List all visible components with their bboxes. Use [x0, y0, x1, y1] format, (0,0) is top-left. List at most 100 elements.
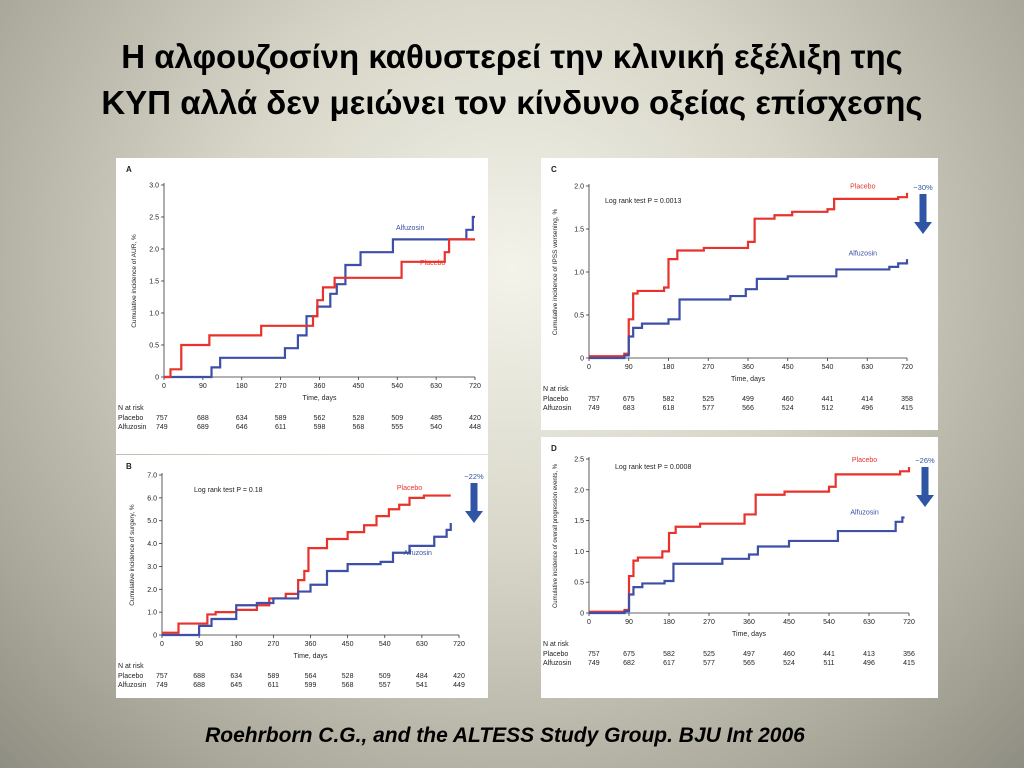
- x-tick-label: 0: [587, 364, 591, 371]
- x-tick-label: 270: [702, 364, 714, 371]
- risk-value: 509: [379, 673, 391, 680]
- reduction-arrow-icon: [465, 483, 483, 523]
- risk-value: 577: [702, 405, 714, 412]
- y-tick-label: 2.5: [149, 215, 159, 222]
- y-tick-label: 1.0: [574, 549, 584, 556]
- x-tick-label: 450: [353, 383, 365, 390]
- log-rank-annotation: Log rank test P = 0.0013: [605, 198, 681, 205]
- chart-panel-d: D 0 0.5 1.0 1.5 2.0 2.5 0 90 180 270 360 450 540 630 72…: [541, 437, 938, 698]
- risk-value: 540: [430, 424, 442, 431]
- risk-value: 485: [430, 415, 442, 422]
- x-tick-label: 540: [379, 641, 391, 648]
- x-tick-label: 180: [236, 383, 248, 390]
- risk-value: 525: [702, 396, 714, 403]
- risk-value: 749: [588, 405, 600, 412]
- x-tick-label: 360: [743, 619, 755, 626]
- y-tick-label: 2.0: [147, 587, 157, 594]
- y-tick-label: 1.0: [149, 311, 159, 318]
- reduction-label: −22%: [464, 472, 484, 481]
- y-tick-label: 0: [153, 633, 157, 640]
- risk-value: 688: [193, 673, 205, 680]
- y-axis-label: Cumulative incidence of AUR, %: [131, 234, 138, 328]
- x-tick-label: 270: [703, 619, 715, 626]
- series-line-placebo: [589, 192, 909, 358]
- risk-value: 441: [823, 651, 835, 658]
- x-tick-label: 360: [742, 364, 754, 371]
- y-tick-label: 5.0: [147, 518, 157, 525]
- y-tick-label: 7.0: [147, 473, 157, 480]
- y-tick-label: 0.5: [149, 343, 159, 350]
- risk-value: 460: [782, 396, 794, 403]
- x-tick-label: 450: [783, 619, 795, 626]
- series-label-alfuzosin: Alfuzosin: [849, 251, 878, 258]
- y-tick-label: 2.0: [574, 184, 584, 191]
- risk-table-header: N at risk: [543, 641, 569, 648]
- y-tick-label: 1.0: [574, 270, 584, 277]
- risk-value: 582: [663, 396, 675, 403]
- log-rank-annotation: Log rank test P = 0.0008: [615, 464, 691, 471]
- x-tick-label: 90: [195, 641, 203, 648]
- risk-value: 599: [305, 682, 317, 689]
- risk-value: 582: [663, 651, 675, 658]
- risk-table-header: N at risk: [543, 386, 569, 393]
- x-tick-label: 720: [903, 619, 915, 626]
- chart-c-svg: C 0 0.5 1.0 1.5 2.0 0 90 180 270 360 450 540 630 720 Ti…: [543, 165, 933, 412]
- x-tick-label: 0: [587, 619, 591, 626]
- risk-value: 528: [353, 415, 365, 422]
- x-tick-label: 270: [275, 383, 287, 390]
- risk-value: 749: [156, 682, 168, 689]
- risk-value: 675: [623, 396, 635, 403]
- risk-row-label: Placebo: [118, 415, 143, 422]
- series-line-alfuzosin: [162, 523, 452, 637]
- y-tick-label: 1.5: [574, 227, 584, 234]
- risk-value: 611: [268, 682, 279, 689]
- x-tick-label: 180: [663, 619, 675, 626]
- y-tick-label: 0: [580, 611, 584, 618]
- risk-value: 525: [703, 651, 715, 658]
- series-line-placebo: [589, 467, 911, 613]
- risk-value: 415: [903, 660, 915, 667]
- risk-value: 511: [823, 660, 834, 667]
- y-tick-label: 2.5: [574, 457, 584, 464]
- series-label-placebo: Placebo: [852, 457, 877, 464]
- risk-value: 555: [391, 424, 403, 431]
- y-tick-label: 1.5: [149, 279, 159, 286]
- series-line-alfuzosin: [589, 516, 905, 615]
- y-tick-label: 6.0: [147, 495, 157, 502]
- risk-value: 688: [193, 682, 205, 689]
- risk-value: 524: [783, 660, 795, 667]
- risk-row-label: Placebo: [543, 396, 568, 403]
- series-line-placebo: [164, 238, 475, 379]
- x-axis-label: Time, days: [732, 631, 766, 638]
- risk-value: 449: [453, 682, 465, 689]
- chart-panel-a: A 0 0.5 1.0 1.5 2.0 2.5 3.0 0 90 180 270 360 450 540 63…: [116, 158, 488, 454]
- risk-row-label: Placebo: [118, 673, 143, 680]
- reduction-label: −26%: [915, 456, 935, 465]
- chart-panel-b: B 0 1.0 2.0 3.0 4.0 5.0 6.0 7.0 0 90 180 270 360 450 54…: [116, 455, 488, 698]
- series-label-placebo: Placebo: [850, 184, 875, 191]
- risk-value: 441: [822, 396, 834, 403]
- x-tick-label: 90: [625, 364, 633, 371]
- risk-value: 568: [353, 424, 365, 431]
- risk-value: 675: [623, 651, 635, 658]
- panel-letter-c: C: [551, 165, 557, 174]
- x-tick-label: 180: [230, 641, 242, 648]
- risk-row-label: Alfuzosin: [543, 405, 572, 412]
- risk-value: 496: [863, 660, 875, 667]
- risk-value: 460: [783, 651, 795, 658]
- risk-value: 577: [703, 660, 715, 667]
- risk-table-header: N at risk: [118, 663, 144, 670]
- x-tick-label: 720: [453, 641, 465, 648]
- y-axis-label: Cumulative incidence of IPSS worsening, …: [552, 209, 559, 336]
- x-tick-label: 630: [430, 383, 442, 390]
- risk-value: 484: [416, 673, 428, 680]
- panel-letter-d: D: [551, 444, 557, 453]
- risk-row-label: Placebo: [543, 651, 568, 658]
- reduction-arrow-icon: [914, 194, 932, 234]
- panel-letter-b: B: [126, 462, 132, 471]
- risk-value: 509: [391, 415, 403, 422]
- series-label-alfuzosin: Alfuzosin: [850, 509, 879, 516]
- series-label-alfuzosin: Alfuzosin: [396, 225, 425, 232]
- risk-value: 689: [197, 424, 209, 431]
- y-tick-label: 3.0: [147, 564, 157, 571]
